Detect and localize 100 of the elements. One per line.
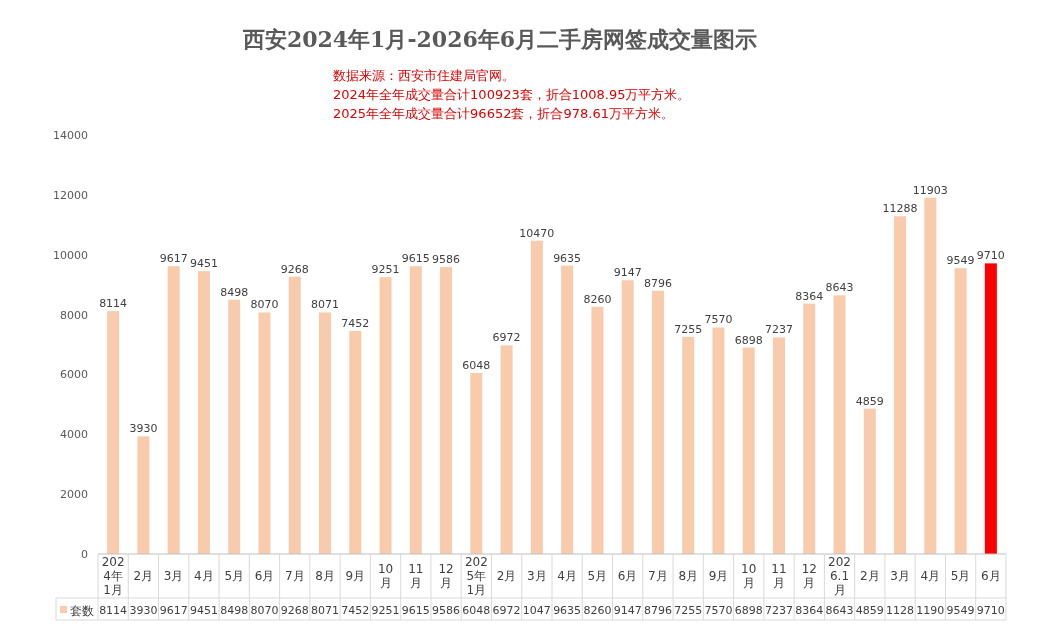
bar: [319, 312, 331, 554]
data-label: 9451: [189, 257, 218, 271]
data-label: 6972: [492, 331, 521, 345]
x-tick-label: 10月: [741, 562, 757, 590]
bar: [500, 345, 513, 554]
text: 4859: [855, 604, 884, 617]
bar: [863, 408, 876, 554]
data-label: 9710: [976, 249, 1005, 263]
x-tick-label: 10月: [377, 562, 394, 590]
x-tick-label: 6月: [254, 569, 275, 583]
data-label: 9617: [159, 252, 188, 266]
bar: [773, 337, 785, 554]
data-label: 7452: [341, 316, 370, 330]
text: 8796: [643, 604, 672, 617]
text: 9586: [432, 604, 461, 617]
bar: [984, 263, 997, 554]
bar: [651, 290, 664, 554]
x-tick-label: 9月: [345, 569, 366, 583]
data-label: 8071: [311, 298, 339, 312]
data-label: 11288: [882, 202, 918, 216]
x-tick-label: 4月: [920, 569, 941, 583]
x-tick-label: 2月: [859, 569, 880, 583]
text: 3930: [129, 604, 158, 617]
x-tick-label: 11月: [771, 562, 787, 590]
bar: [137, 436, 150, 554]
text: 8498: [220, 604, 249, 617]
x-tick-label: 2月: [133, 569, 154, 583]
text: 8260: [583, 604, 612, 617]
bar: [530, 240, 543, 554]
bar: [167, 266, 180, 554]
bar: [561, 265, 574, 554]
chart-title: 西安2024年1月-2026年6月二手房网签成交量图示: [241, 26, 758, 52]
text: 8364: [795, 604, 824, 617]
text: 8071: [311, 604, 339, 617]
text: 7237: [765, 604, 793, 617]
data-label: 9635: [553, 251, 582, 265]
legend-label: 套数: [70, 604, 94, 618]
bar: [742, 347, 755, 554]
x-tick-label: 5月: [950, 569, 971, 583]
data-label: 10470: [519, 226, 555, 240]
text: 9268: [280, 604, 309, 617]
y-tick-label: 14000: [53, 129, 88, 142]
text: 9617: [159, 604, 188, 617]
text: 2025年全年成交量合计96652套，折合978.61万平方米。: [333, 106, 674, 121]
x-tick-label: 12月: [438, 562, 454, 590]
bar: [954, 268, 967, 554]
data-label: 4859: [855, 394, 884, 408]
bar: [712, 327, 725, 554]
x-tick-label: 4月: [194, 569, 214, 583]
data-label: 8070: [250, 298, 279, 312]
bar: [379, 277, 392, 554]
bar: [228, 299, 241, 554]
data-label: 9268: [280, 262, 309, 276]
x-tick-label: 11月: [408, 562, 424, 590]
bar: [894, 216, 907, 554]
y-tick-label: 10000: [53, 248, 88, 262]
bar: [349, 330, 362, 554]
x-tick-label: 4月: [557, 569, 577, 583]
y-tick-label: 2000: [60, 488, 88, 502]
data-label: 11903: [912, 183, 948, 197]
text: 7570: [704, 604, 733, 617]
data-label: 9251: [371, 263, 400, 277]
bar: [803, 303, 816, 554]
data-label: 9549: [946, 254, 975, 268]
x-tick-label: 5月: [224, 569, 245, 583]
text: 9451: [189, 604, 218, 617]
x-tick-label: 8月: [315, 569, 335, 583]
text: 8643: [825, 604, 854, 617]
bar: [924, 197, 937, 554]
bar: [288, 276, 301, 554]
y-tick-label: 4000: [60, 428, 88, 442]
text: 6898: [734, 604, 763, 617]
text: 9147: [613, 604, 642, 617]
y-tick-label: 6000: [60, 368, 88, 382]
text: 6048: [462, 604, 491, 617]
y-tick-label: 12000: [53, 188, 88, 202]
data-label: 9147: [613, 266, 642, 280]
x-tick-label: 2月: [496, 569, 517, 583]
text: 1047: [522, 604, 551, 617]
data-label: 8796: [643, 276, 672, 290]
data-label: 9615: [401, 252, 430, 266]
x-tick-label: 6月: [617, 569, 638, 583]
y-tick-label: 0: [81, 548, 88, 561]
x-tick-label: 12月: [801, 562, 817, 590]
x-tick-label: 9月: [708, 569, 729, 583]
x-tick-label: 2026.1月: [828, 555, 851, 597]
x-tick-label: 3月: [163, 569, 184, 583]
x-tick-label: 2025年1月: [464, 555, 488, 597]
bar: [682, 336, 695, 554]
text: 7255: [674, 604, 703, 617]
data-label: 8364: [795, 289, 824, 303]
source-note: 数据来源：西安市住建局官网。: [333, 68, 515, 83]
x-tick-label: 7月: [284, 569, 305, 583]
data-label: 8114: [99, 297, 128, 311]
text: 9615: [401, 604, 430, 617]
text: 2024年全年成交量合计100923套，折合1008.95万平方米。: [333, 87, 691, 102]
y-tick-label: 8000: [60, 308, 88, 322]
data-label: 7255: [674, 322, 703, 336]
text: 9635: [553, 604, 582, 617]
text: 9710: [976, 604, 1005, 617]
